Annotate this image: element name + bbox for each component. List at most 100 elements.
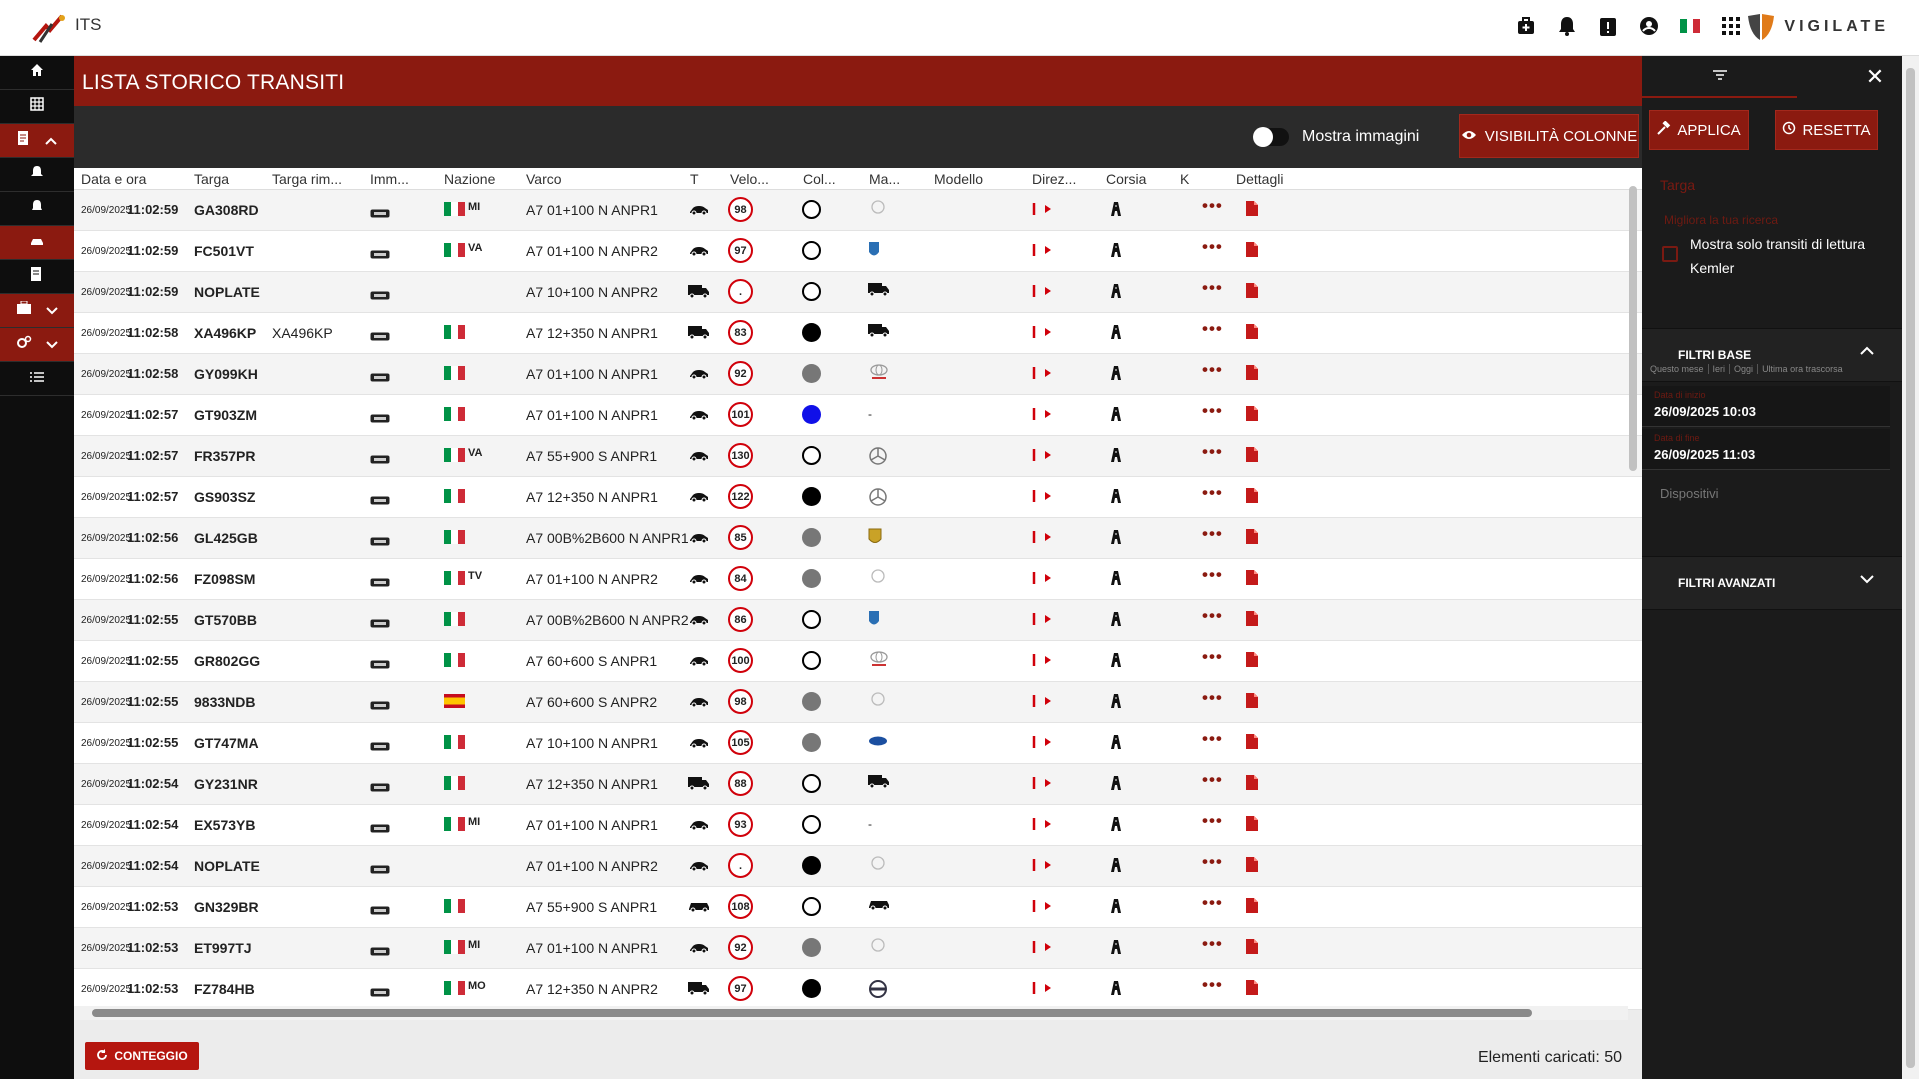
plate-image-icon[interactable] (370, 861, 390, 877)
reset-button[interactable]: RESETTA (1775, 110, 1878, 150)
pdf-details-icon[interactable] (1245, 569, 1259, 589)
pdf-details-icon[interactable] (1245, 856, 1259, 876)
apps-grid-icon[interactable] (1719, 14, 1743, 38)
col-header-lane[interactable]: Corsia (1106, 171, 1147, 187)
table-row[interactable]: 26/09/2025 11:02:59 FC501VT VA A7 01+100 N A… (74, 231, 1642, 272)
table-row[interactable]: 26/09/2025 11:02:54 GY231NR A7 12+350 N ANP… (74, 764, 1642, 805)
pdf-details-icon[interactable] (1245, 323, 1259, 343)
plate-image-icon[interactable] (370, 902, 390, 918)
sidebar-item-settings[interactable] (0, 328, 74, 362)
pdf-details-icon[interactable] (1245, 528, 1259, 548)
plate-search-input[interactable]: Targa (1660, 177, 1696, 193)
col-header-date[interactable]: Data e ora (81, 171, 147, 187)
pdf-details-icon[interactable] (1245, 405, 1259, 425)
italy-flag-icon[interactable] (1678, 14, 1702, 38)
pdf-details-icon[interactable] (1245, 733, 1259, 753)
col-header-plate[interactable]: Targa (194, 171, 230, 187)
horizontal-scrollbar[interactable] (74, 1006, 1628, 1020)
col-header-nation[interactable]: Nazione (444, 171, 496, 187)
user-account-icon[interactable] (1637, 14, 1661, 38)
plate-image-icon[interactable] (370, 820, 390, 836)
table-row[interactable]: 26/09/2025 11:02:54 NOPLATE A7 01+100 N ANP… (74, 846, 1642, 887)
show-images-toggle[interactable] (1253, 127, 1289, 147)
pdf-details-icon[interactable] (1245, 487, 1259, 507)
sidebar-item-kits[interactable] (0, 294, 74, 328)
plate-image-icon[interactable] (370, 697, 390, 713)
sidebar-item-list[interactable] (0, 362, 74, 396)
col-header-type[interactable]: T (690, 171, 699, 187)
devices-select[interactable]: Dispositivi (1660, 486, 1719, 501)
more-options-icon[interactable]: ••• (1202, 852, 1223, 871)
apply-button[interactable]: APPLICA (1649, 110, 1749, 150)
more-options-icon[interactable]: ••• (1202, 893, 1223, 912)
more-options-icon[interactable]: ••• (1202, 647, 1223, 666)
table-row[interactable]: 26/09/2025 11:02:55 9833NDB A7 60+600 S ANP… (74, 682, 1642, 723)
sidebar-item-notifications[interactable] (0, 192, 74, 226)
start-date-field[interactable]: Data di inizio 26/09/2025 10:03 (1642, 386, 1890, 427)
alert-document-icon[interactable] (1596, 14, 1620, 38)
table-row[interactable]: 26/09/2025 11:02:58 GY099KH A7 01+100 N ANP… (74, 354, 1642, 395)
col-header-brand[interactable]: Ma... (869, 171, 901, 187)
table-row[interactable]: 26/09/2025 11:02:57 FR357PR VA A7 55+900 S A… (74, 436, 1642, 477)
col-header-color[interactable]: Col... (803, 171, 836, 187)
plate-image-icon[interactable] (370, 410, 390, 426)
pdf-details-icon[interactable] (1245, 610, 1259, 630)
col-header-gate[interactable]: Varco (526, 171, 562, 187)
column-visibility-button[interactable]: VISIBILITÀ COLONNE (1459, 114, 1639, 158)
more-options-icon[interactable]: ••• (1202, 770, 1223, 789)
plate-image-icon[interactable] (370, 246, 390, 262)
table-row[interactable]: 26/09/2025 11:02:53 FZ784HB MO A7 12+350 N A… (74, 969, 1642, 1010)
more-options-icon[interactable]: ••• (1202, 196, 1223, 215)
table-row[interactable]: 26/09/2025 11:02:56 FZ098SM TV A7 01+100 N A… (74, 559, 1642, 600)
base-filters-section[interactable]: FILTRI BASE (1642, 328, 1902, 382)
table-row[interactable]: 26/09/2025 11:02:55 GT570BB A7 00B%2B600 N … (74, 600, 1642, 641)
more-options-icon[interactable]: ••• (1202, 360, 1223, 379)
first-aid-icon[interactable] (1514, 14, 1538, 38)
quick-filter-last-hour[interactable]: Ultima ora trascorsa (1762, 364, 1843, 374)
table-row[interactable]: 26/09/2025 11:02:57 GS903SZ A7 12+350 N ANP… (74, 477, 1642, 518)
more-options-icon[interactable]: ••• (1202, 319, 1223, 338)
col-header-kemler[interactable]: Ke (1180, 171, 1190, 187)
plate-image-icon[interactable] (370, 369, 390, 385)
plate-image-icon[interactable] (370, 943, 390, 959)
more-options-icon[interactable]: ••• (1202, 401, 1223, 420)
col-header-alt-plate[interactable]: Targa rim... (272, 171, 343, 187)
sidebar-item-home[interactable] (0, 56, 74, 90)
pdf-details-icon[interactable] (1245, 979, 1259, 999)
pdf-details-icon[interactable] (1245, 651, 1259, 671)
sidebar-item-dashboard[interactable] (0, 90, 74, 124)
page-scrollbar[interactable] (1902, 56, 1919, 1079)
quick-filter-yesterday[interactable]: Ieri (1713, 364, 1731, 374)
close-icon[interactable]: ✕ (1865, 64, 1885, 89)
table-row[interactable]: 26/09/2025 11:02:58 XA496KP XA496KP A7 12+35… (74, 313, 1642, 354)
more-options-icon[interactable]: ••• (1202, 975, 1223, 994)
plate-image-icon[interactable] (370, 615, 390, 631)
pdf-details-icon[interactable] (1245, 282, 1259, 302)
table-row[interactable]: 26/09/2025 11:02:59 GA308RD MI A7 01+100 N A… (74, 190, 1642, 231)
more-options-icon[interactable]: ••• (1202, 934, 1223, 953)
sidebar-item-reports[interactable] (0, 124, 74, 158)
table-row[interactable]: 26/09/2025 11:02:53 ET997TJ MI A7 01+100 N A… (74, 928, 1642, 969)
filter-tab[interactable] (1642, 56, 1797, 98)
sidebar-item-alarms[interactable] (0, 158, 74, 192)
pdf-details-icon[interactable] (1245, 446, 1259, 466)
col-header-direction[interactable]: Direz... (1032, 171, 1077, 187)
quick-filter-this-month[interactable]: Questo mese (1650, 364, 1709, 374)
more-options-icon[interactable]: ••• (1202, 811, 1223, 830)
pdf-details-icon[interactable] (1245, 364, 1259, 384)
pdf-details-icon[interactable] (1245, 815, 1259, 835)
plate-image-icon[interactable] (370, 656, 390, 672)
count-button[interactable]: CONTEGGIO (85, 1042, 199, 1070)
pdf-details-icon[interactable] (1245, 200, 1259, 220)
plate-image-icon[interactable] (370, 492, 390, 508)
pdf-details-icon[interactable] (1245, 938, 1259, 958)
plate-image-icon[interactable] (370, 533, 390, 549)
vertical-scrollbar[interactable] (1628, 172, 1638, 1007)
more-options-icon[interactable]: ••• (1202, 278, 1223, 297)
col-header-details[interactable]: Dettagli (1236, 171, 1284, 187)
advanced-filters-section[interactable]: FILTRI AVANZATI (1642, 556, 1902, 610)
more-options-icon[interactable]: ••• (1202, 565, 1223, 584)
more-options-icon[interactable]: ••• (1202, 606, 1223, 625)
col-header-model[interactable]: Modello (934, 171, 984, 187)
plate-image-icon[interactable] (370, 779, 390, 795)
